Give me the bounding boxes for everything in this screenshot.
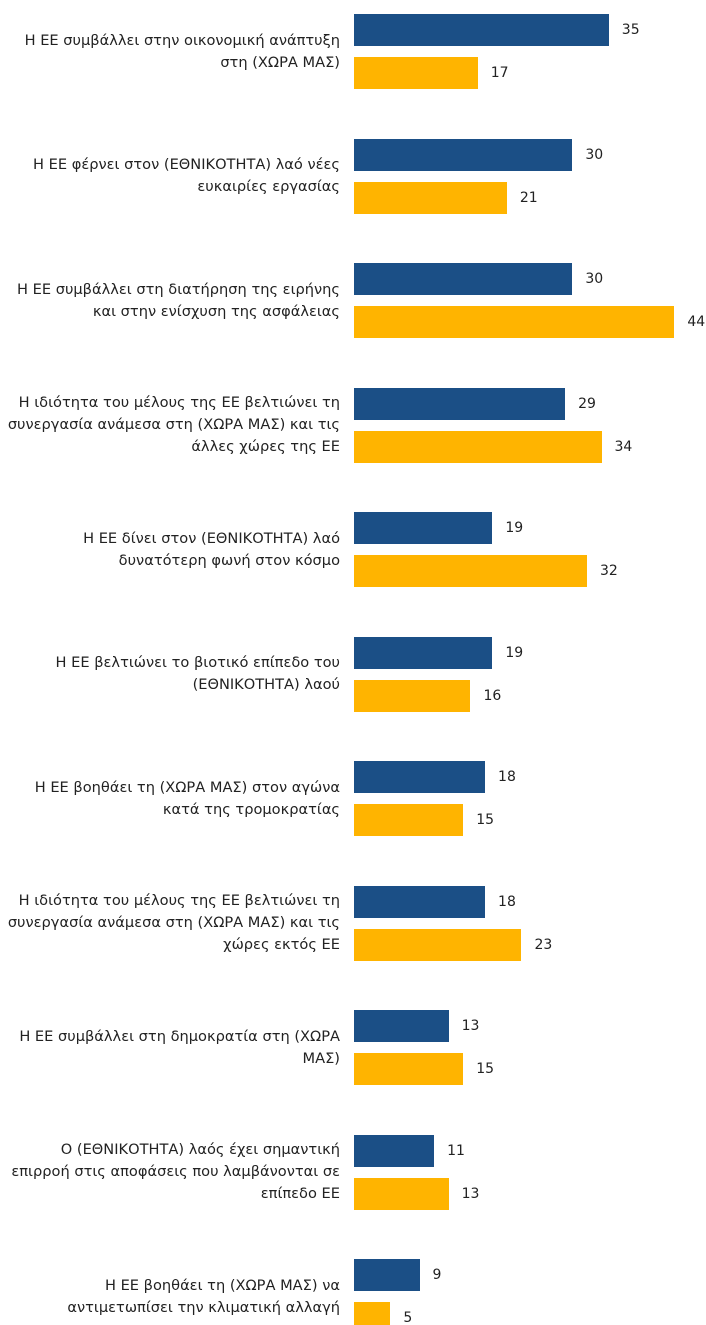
value-label: 13 (461, 1018, 480, 1034)
category-label: Η ιδιότητα του μέλους της ΕΕ βελτιώνει τ… (7, 394, 340, 455)
bar (354, 306, 675, 338)
bar (354, 555, 587, 587)
value-label: 44 (687, 314, 706, 330)
bar (354, 181, 507, 214)
value-label: 9 (432, 1267, 442, 1283)
value-label: 29 (578, 395, 596, 412)
bar (354, 679, 471, 712)
bar (354, 14, 609, 46)
value-label: 30 (585, 146, 604, 163)
value-label: 21 (519, 189, 538, 206)
bar (354, 1010, 449, 1042)
value-label: 11 (447, 1142, 465, 1159)
bar (354, 430, 602, 463)
value-label: 35 (621, 22, 640, 38)
bar (354, 57, 478, 89)
bar (354, 1134, 435, 1167)
value-label: 13 (461, 1185, 480, 1202)
bar (354, 928, 522, 961)
value-label: 17 (490, 65, 509, 81)
category-label: Η ΕΕ συμβάλλει στη δημοκρατία στη (ΧΩΡΑ … (19, 1027, 340, 1067)
value-label: 18 (498, 769, 516, 785)
bar (354, 885, 486, 918)
bar (354, 1177, 449, 1210)
bar (354, 636, 493, 669)
value-label: 23 (534, 936, 553, 953)
category-label: Η ΕΕ δίνει στον (ΕΘΝΙΚΟΤΗΤΑ) λαό δυνατότ… (83, 529, 340, 569)
category-label: Η ΕΕ βοηθάει τη (ΧΩΡΑ ΜΑΣ) να αντιμετωπί… (67, 1276, 340, 1316)
value-label: 19 (505, 644, 524, 661)
category-label: Η ΕΕ συμβάλλει στη διατήρηση της ειρήνης… (17, 280, 340, 320)
value-label: 19 (505, 520, 524, 536)
value-label: 30 (585, 271, 604, 287)
bar (354, 263, 573, 295)
value-label: 15 (476, 1061, 495, 1077)
bar (354, 138, 573, 171)
category-label: Η ΕΕ φέρνει στον (ΕΘΝΙΚΟΤΗΤΑ) λαό νέες ε… (33, 156, 340, 195)
bar (354, 512, 493, 544)
value-label: 16 (483, 687, 502, 704)
category-label: Η ΕΕ συμβάλλει στην οικονομική ανάπτυξη … (24, 31, 340, 71)
value-label: 18 (498, 893, 516, 910)
category-label: Ο (ΕΘΝΙΚΟΤΗΤΑ) λαός έχει σημαντική επιρρ… (11, 1141, 340, 1202)
bar (354, 1302, 391, 1325)
bar (354, 804, 464, 836)
value-label: 34 (614, 438, 633, 455)
category-label: Η ΕΕ βελτιώνει το βιοτικό επίπεδο του (Ε… (55, 654, 340, 693)
bar (354, 1259, 420, 1291)
bar (354, 387, 566, 420)
category-label: Η ΕΕ βοηθάει τη (ΧΩΡΑ ΜΑΣ) στον αγώνα κα… (34, 778, 340, 818)
value-label: 15 (476, 812, 495, 828)
bar (354, 761, 486, 793)
value-label: 32 (599, 563, 618, 579)
bar (354, 1053, 464, 1085)
category-label: Η ιδιότητα του μέλους της ΕΕ βελτιώνει τ… (7, 892, 340, 953)
value-label: 5 (403, 1310, 413, 1325)
